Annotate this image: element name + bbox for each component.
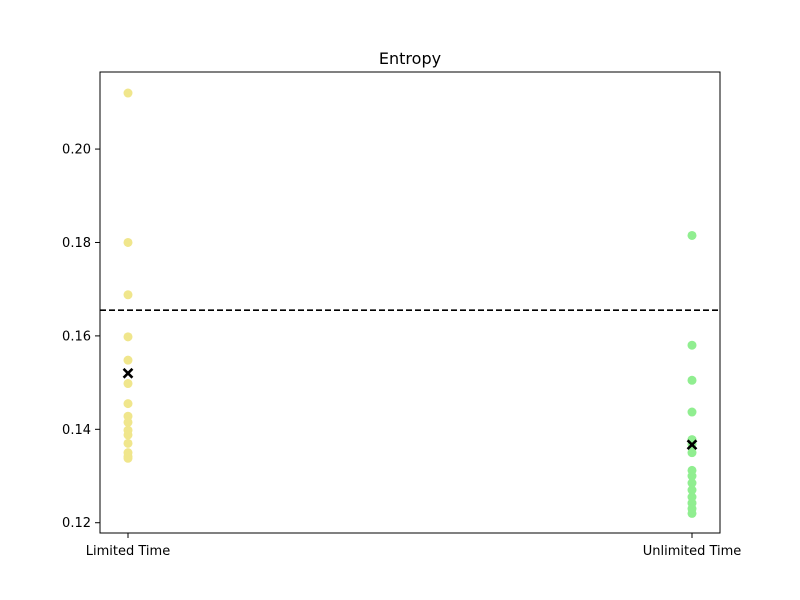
data-point: [687, 448, 697, 458]
axes: 0.12 0.14 0.16 0.18 0.20 Limited Time Unlimite…: [62, 143, 741, 559]
data-point: [123, 290, 133, 300]
chart-title: Entropy: [379, 49, 441, 68]
x-tick-label: Unlimited Time: [643, 544, 742, 559]
y-tick-label: 0.18: [62, 236, 91, 251]
y-tick-label: 0.12: [62, 516, 91, 531]
data-point: [687, 230, 697, 240]
data-point: [123, 237, 133, 247]
data-point: [687, 508, 697, 518]
data-point: [687, 340, 697, 350]
y-tick-label: 0.20: [62, 143, 91, 158]
y-tick-label: 0.16: [62, 329, 91, 344]
data-point: [123, 355, 133, 365]
data-point: [687, 471, 697, 481]
x-tick-label: Limited Time: [86, 544, 170, 559]
data-point: [123, 399, 133, 409]
plot-frame: [99, 71, 721, 534]
data-point: [687, 485, 697, 495]
data-point: [123, 379, 133, 389]
y-tick-label: 0.14: [62, 423, 91, 438]
data-point: [123, 417, 133, 427]
data-point: [123, 438, 133, 448]
mean-marker: [686, 439, 698, 451]
data-point: [123, 88, 133, 98]
data-point: [123, 332, 133, 342]
data-point: [123, 430, 133, 440]
plot-area: [100, 88, 720, 518]
data-point: [687, 478, 697, 488]
mean-marker: [122, 367, 134, 379]
data-point: [123, 453, 133, 463]
data-point: [687, 407, 697, 417]
data-point: [687, 375, 697, 385]
